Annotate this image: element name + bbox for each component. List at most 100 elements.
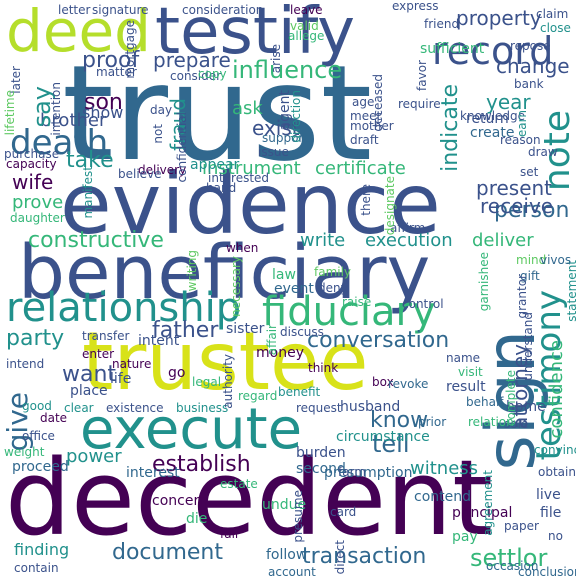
word-second: second: [296, 461, 346, 477]
word-farm: farm: [338, 465, 366, 479]
word-clear: clear: [64, 401, 94, 415]
word-friend: friend: [424, 17, 460, 31]
word-issue: issue: [258, 145, 289, 159]
word-home: home: [506, 399, 546, 415]
word-legal: legal: [192, 375, 222, 389]
word-intention: intention: [49, 82, 63, 136]
word-enter: enter: [82, 347, 115, 361]
word-contain: contain: [14, 561, 59, 575]
word-pay: pay: [452, 529, 478, 545]
word-revoke: revoke: [388, 377, 429, 391]
word-tell: tell: [372, 430, 410, 458]
word-signature: signature: [92, 3, 149, 17]
word-principal: principal: [452, 505, 513, 521]
word-writing: writing: [185, 250, 199, 292]
word-interested: interested: [208, 171, 270, 185]
word-agreement: agreement: [481, 470, 495, 536]
word-statement: statement: [565, 260, 576, 322]
word-intent: intent: [138, 333, 180, 349]
word-obtain: obtain: [538, 465, 576, 479]
word-require: require: [398, 97, 441, 111]
word-influence: influence: [232, 56, 343, 84]
word-knowledge: knowledge: [460, 109, 526, 123]
word-deceased: deceased: [371, 74, 385, 132]
word-follow: follow: [266, 547, 308, 563]
word-manifest: manifest: [81, 166, 95, 219]
word-there: there: [359, 184, 373, 216]
word-necessary: necessary: [229, 256, 243, 317]
word-money: money: [256, 345, 304, 361]
word-reason: reason: [500, 133, 541, 147]
word-contend: contend: [414, 489, 471, 505]
word-deliver: deliver: [472, 230, 534, 251]
word-die: die: [186, 511, 208, 527]
word-lifetime: lifetime: [3, 90, 17, 136]
word-convincing: convincing: [534, 443, 576, 457]
word-business: business: [176, 401, 229, 415]
word-repose: repose: [510, 39, 551, 53]
word-age: age: [352, 95, 375, 109]
word-allege: allege: [288, 29, 325, 43]
word-direction: direction: [289, 90, 303, 143]
word-confidence: confidence: [546, 340, 567, 439]
word-return: return: [466, 111, 509, 127]
word-husband: husband: [340, 399, 401, 415]
word-intend: intend: [6, 357, 45, 371]
word-concern: concern: [152, 493, 208, 509]
word-regard: regard: [238, 389, 278, 403]
word-meet: meet: [350, 109, 382, 123]
word-when: when: [226, 241, 259, 255]
word-estate: estate: [220, 477, 258, 491]
word-earn: earn: [515, 110, 529, 138]
word-proceed: proceed: [12, 459, 69, 475]
word-decedent: decedent: [5, 437, 493, 559]
word-create: create: [470, 125, 515, 141]
word-go: go: [168, 365, 186, 381]
word-presumption: presumption: [324, 465, 413, 481]
word-constructive: constructive: [28, 228, 164, 253]
word-sufficient: sufficient: [420, 41, 485, 57]
word-trustee: trustee: [82, 315, 369, 408]
word-matter: matter: [96, 65, 137, 79]
word-designate: designate: [383, 176, 397, 236]
word-express: express: [392, 0, 439, 13]
word-draft: draft: [350, 133, 379, 147]
word-letter: letter: [58, 3, 91, 17]
word-visit: visit: [458, 365, 483, 379]
word-law: law: [272, 267, 296, 283]
word-bank: bank: [514, 77, 544, 91]
word-conversation: conversation: [307, 328, 450, 353]
word-event: event: [274, 281, 314, 297]
word-interest: interest: [126, 465, 180, 481]
word-year: year: [486, 90, 531, 114]
word-conclusion: conclusion: [518, 565, 576, 576]
word-mother: mother: [350, 119, 394, 133]
word-no: no: [548, 529, 563, 543]
word-gift: gift: [520, 269, 540, 283]
word-control: control: [402, 297, 444, 311]
word-proof: proof: [82, 48, 140, 73]
word-power: power: [66, 446, 122, 467]
word-request: request: [296, 401, 342, 415]
word-office: office: [22, 429, 55, 443]
word-prior: prior: [418, 415, 447, 429]
word-fiduciary: fiduciary: [262, 289, 436, 335]
word-evidence: evidence: [60, 155, 441, 253]
word-good: good: [22, 399, 52, 413]
word-deed: deed: [6, 0, 151, 65]
word-document: document: [112, 540, 223, 565]
word-want: want: [62, 362, 117, 387]
word-take: take: [66, 148, 114, 173]
word-grantor: grantor: [515, 274, 529, 319]
word-close: close: [540, 21, 571, 35]
word-card: card: [330, 505, 357, 519]
word-life: life: [110, 371, 132, 387]
word-think: think: [308, 361, 339, 375]
word-support: support: [262, 131, 309, 145]
word-day: day: [150, 103, 173, 117]
word-believe: believe: [118, 167, 162, 181]
word-relationship: relationship: [6, 285, 242, 331]
word-son: son: [84, 90, 123, 115]
word-vivos: vivos: [540, 253, 572, 267]
word-valid: valid: [290, 19, 319, 33]
